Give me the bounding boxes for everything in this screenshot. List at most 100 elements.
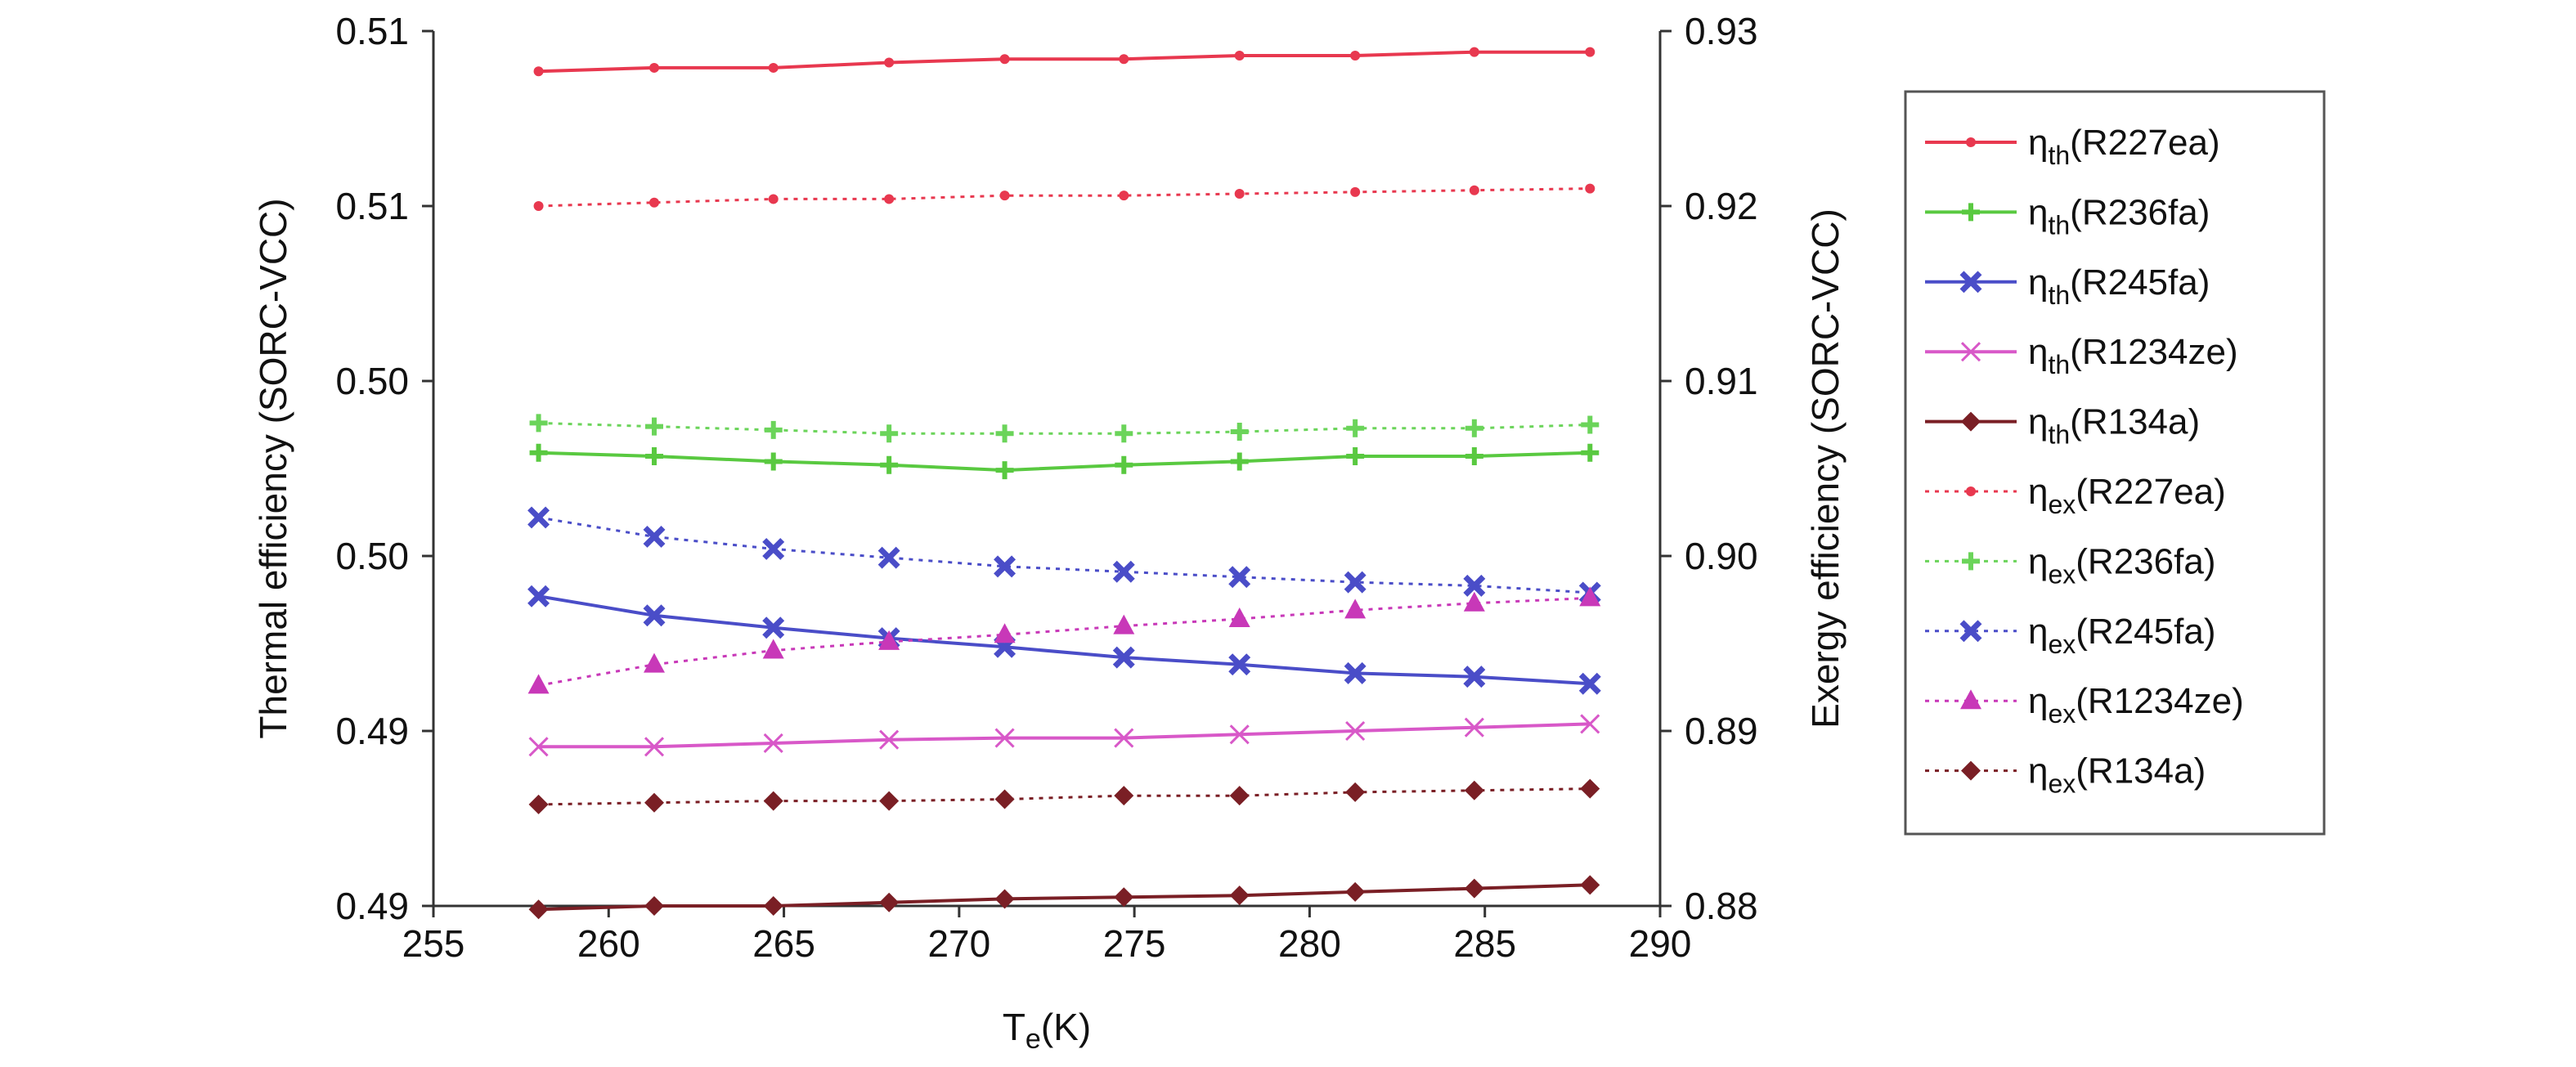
legend-label: ηth(R245fa) — [2028, 262, 2210, 310]
data-point — [1114, 728, 1134, 748]
series-line — [538, 516, 1591, 594]
data-point — [1464, 717, 1484, 737]
series-layer — [527, 47, 1601, 920]
data-point — [999, 191, 1010, 201]
data-point — [644, 792, 664, 813]
y-right-tick-label: 0.89 — [1685, 710, 1758, 752]
legend-label: ηex(R1234ze) — [2028, 681, 2244, 729]
data-point — [1345, 720, 1366, 742]
data-point — [533, 66, 544, 77]
data-point — [764, 420, 783, 439]
legend-label: ηex(R227ea) — [2028, 472, 2226, 519]
data-point — [1229, 786, 1250, 806]
data-point — [763, 791, 783, 811]
y-left-tick-label: 0.49 — [335, 885, 409, 927]
data-point — [643, 525, 666, 548]
legend-label: ηex(R134a) — [2028, 751, 2206, 799]
data-point — [1580, 714, 1600, 734]
series-line — [538, 421, 1591, 435]
data-point — [994, 889, 1015, 909]
data-point — [1585, 183, 1595, 194]
series-th-r1234ze — [528, 714, 1600, 757]
data-point — [645, 417, 663, 436]
series-line — [538, 596, 1591, 687]
legend-swatch-marker — [1961, 760, 1981, 781]
legend-swatch-marker — [1962, 203, 1980, 222]
legend-swatch-marker — [1961, 411, 1981, 432]
y-left-tick-label: 0.50 — [335, 360, 409, 402]
x-axis-label-main: T — [1003, 1006, 1025, 1048]
x-tick-label: 290 — [1629, 922, 1692, 965]
data-point — [643, 604, 666, 627]
data-point — [528, 737, 549, 757]
data-point — [529, 414, 548, 433]
x-tick-label: 265 — [752, 922, 815, 965]
data-point — [995, 424, 1014, 443]
data-point — [762, 537, 785, 560]
y-axis-left-label: Thermal efficiency (SORC-VCC) — [252, 198, 294, 738]
y-left-tick-label: 0.51 — [335, 10, 409, 52]
legend-item: ηth(R236fa) — [1925, 192, 2210, 240]
plot-axes: 255 260 265 270 275 280 285 290 0.49 0.49 0.50 0.50… — [335, 10, 1757, 965]
data-point — [1112, 646, 1135, 669]
series-ex-r1234ze — [527, 586, 1601, 694]
legend-label: ηex(R245fa) — [2028, 612, 2215, 659]
data-point — [645, 447, 663, 466]
data-point — [1465, 447, 1483, 466]
data-point — [533, 201, 544, 211]
data-point — [527, 674, 550, 694]
data-point — [995, 461, 1014, 480]
data-point — [878, 630, 900, 650]
data-point — [877, 546, 900, 569]
data-point — [528, 899, 549, 920]
data-point — [1119, 54, 1129, 65]
axis-labels: Te(K) Thermal efficiency (SORC-VCC) Exer… — [252, 198, 1847, 1055]
data-point — [994, 789, 1015, 809]
y-right-tick-label: 0.93 — [1685, 10, 1758, 52]
legend-swatch-marker — [1966, 486, 1976, 496]
legend-label: ηth(R236fa) — [2028, 192, 2210, 240]
data-point — [884, 57, 895, 68]
legend-item: ηex(R245fa) — [1925, 612, 2215, 659]
legend-item: ηth(R134a) — [1925, 402, 2200, 450]
x-tick-label: 255 — [402, 922, 465, 965]
data-point — [1578, 672, 1601, 695]
data-point — [1229, 885, 1250, 906]
y-right-tick-label: 0.92 — [1685, 185, 1758, 227]
data-point — [1344, 661, 1367, 684]
legend-swatch-marker — [1959, 271, 1982, 294]
data-point — [768, 62, 779, 73]
data-point — [1463, 591, 1485, 612]
data-point — [763, 896, 783, 916]
series-ex-r245fa — [527, 506, 1601, 604]
data-point — [1581, 415, 1600, 434]
data-point — [994, 555, 1016, 578]
legend-label: ηth(R134a) — [2028, 402, 2200, 450]
series-line — [538, 594, 1591, 686]
data-point — [1228, 653, 1251, 676]
series-line — [538, 883, 1591, 912]
data-point — [1464, 780, 1484, 800]
data-point — [763, 733, 783, 754]
data-point — [1465, 419, 1483, 437]
series-line — [538, 787, 1591, 806]
data-point — [528, 794, 549, 814]
legend-box — [1904, 90, 2326, 836]
x-tick-label: 275 — [1103, 922, 1166, 965]
data-point — [649, 197, 659, 208]
legend-item: ηex(R134a) — [1925, 751, 2206, 799]
legend-swatch-marker — [1960, 342, 1981, 362]
data-point — [1350, 186, 1361, 197]
x-tick-label: 270 — [927, 922, 990, 965]
data-point — [1469, 47, 1479, 57]
y-left-tick-label: 0.51 — [335, 185, 409, 227]
data-point — [1234, 189, 1245, 200]
data-point — [1579, 586, 1601, 607]
data-point — [1230, 423, 1249, 442]
legend-item: ηex(R236fa) — [1925, 541, 2215, 589]
data-point — [1344, 599, 1367, 619]
x-tick-label: 280 — [1278, 922, 1341, 965]
data-point — [1115, 424, 1133, 443]
data-point — [884, 194, 895, 204]
